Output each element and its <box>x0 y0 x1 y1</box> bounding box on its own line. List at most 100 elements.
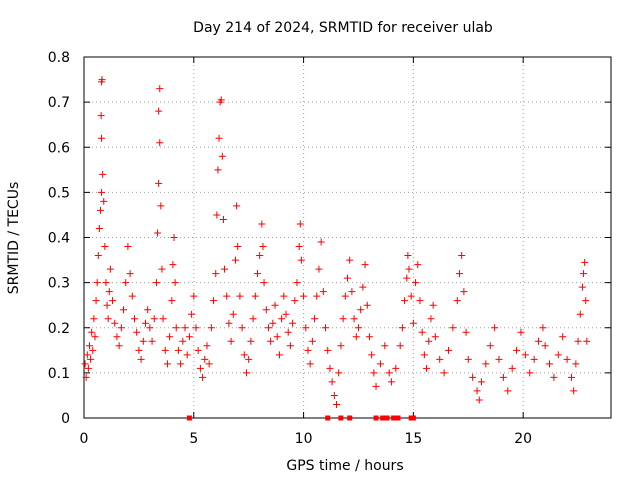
data-point <box>308 337 316 345</box>
data-point <box>181 324 189 332</box>
data-point <box>94 252 102 260</box>
data-point <box>87 355 95 363</box>
data-point <box>81 360 89 368</box>
data-point <box>407 292 415 300</box>
data-point <box>262 306 270 314</box>
data-point <box>156 85 164 93</box>
data-point <box>253 270 261 278</box>
data-point <box>572 360 580 368</box>
data-point <box>473 387 481 395</box>
data-point <box>350 315 358 323</box>
data-point <box>296 220 304 228</box>
data-point <box>570 387 578 395</box>
data-point <box>458 252 466 260</box>
data-point <box>513 346 521 354</box>
data-point <box>98 188 106 196</box>
data-point <box>539 324 547 332</box>
data-point <box>354 324 362 332</box>
data-point <box>580 270 588 278</box>
zero-data-point <box>338 415 344 421</box>
data-point <box>148 337 156 345</box>
data-point <box>99 170 107 178</box>
data-point <box>326 364 334 372</box>
data-point <box>546 360 554 368</box>
data-point <box>131 315 139 323</box>
data-point <box>344 274 351 282</box>
data-point <box>111 319 119 327</box>
data-point <box>109 297 117 305</box>
zero-data-point <box>395 415 401 421</box>
data-point <box>196 364 204 372</box>
data-point <box>194 346 202 354</box>
zero-data-point <box>347 415 353 421</box>
data-point <box>171 279 179 287</box>
data-point <box>93 279 101 287</box>
data-point <box>302 324 310 332</box>
data-point <box>188 310 196 318</box>
data-point <box>423 364 431 372</box>
data-point <box>97 112 105 120</box>
zero-data-point <box>373 415 379 421</box>
data-point <box>218 152 226 160</box>
data-point <box>436 355 444 363</box>
data-point <box>90 315 98 323</box>
x-tick-label: 10 <box>295 431 313 447</box>
data-point <box>190 292 198 300</box>
data-point <box>304 346 312 354</box>
data-point <box>85 342 93 350</box>
data-point <box>300 292 308 300</box>
data-point <box>319 288 327 296</box>
data-point <box>445 346 453 354</box>
data-point <box>499 373 507 381</box>
data-point <box>120 306 128 314</box>
y-tick-label: 0.4 <box>48 231 70 247</box>
data-point <box>215 134 223 142</box>
data-point <box>102 279 110 287</box>
data-point <box>275 351 283 359</box>
data-point <box>205 360 213 368</box>
data-point <box>405 265 413 273</box>
data-point <box>217 96 225 104</box>
y-axis-label: SRMTID / TECUs <box>6 182 22 295</box>
data-point <box>313 292 321 300</box>
data-point <box>550 373 558 381</box>
data-point <box>264 324 272 332</box>
data-point <box>103 301 111 309</box>
data-point <box>154 229 162 237</box>
chart-title: Day 214 of 2024, SRMTID for receiver ula… <box>193 20 493 36</box>
data-point <box>88 328 96 336</box>
data-point <box>199 373 207 381</box>
data-point <box>508 364 516 372</box>
data-point <box>348 288 356 296</box>
data-point <box>146 324 154 332</box>
data-point <box>574 337 582 345</box>
data-point <box>223 292 231 300</box>
data-point <box>96 206 104 214</box>
data-point <box>115 342 123 350</box>
data-point <box>289 319 297 327</box>
data-point <box>117 324 125 332</box>
data-point <box>409 319 417 327</box>
data-point <box>412 279 420 287</box>
data-point <box>295 243 303 251</box>
data-point <box>126 270 134 278</box>
data-point <box>282 310 290 318</box>
data-point <box>535 337 543 345</box>
data-point <box>92 297 100 305</box>
y-tick-label: 0.3 <box>48 276 70 292</box>
data-point <box>98 76 106 84</box>
data-point <box>315 265 323 273</box>
data-point <box>517 328 525 336</box>
data-point <box>258 220 266 228</box>
data-point <box>453 297 461 305</box>
zero-data-point <box>325 415 331 421</box>
data-point <box>82 373 90 381</box>
data-point <box>365 333 373 341</box>
data-point <box>229 310 237 318</box>
data-point <box>581 258 589 266</box>
data-point <box>210 297 218 305</box>
data-point <box>185 333 193 341</box>
data-point <box>245 355 253 363</box>
data-point <box>563 355 571 363</box>
